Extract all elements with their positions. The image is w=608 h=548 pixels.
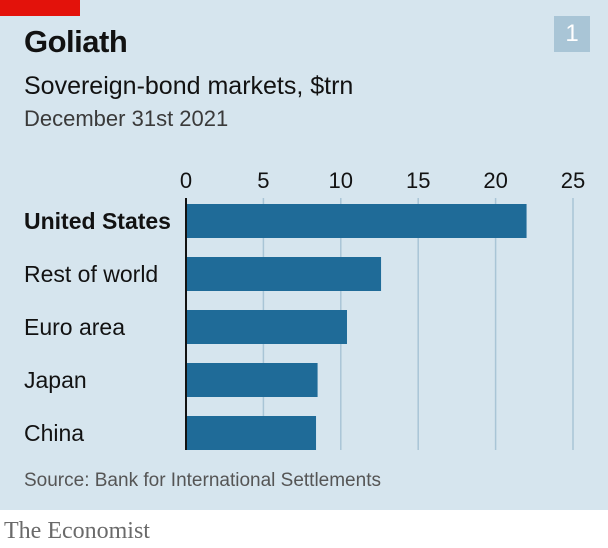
source-note: Source: Bank for International Settlemen… [24,470,381,491]
bar [186,310,347,344]
bar [186,416,317,450]
category-label: Rest of world [24,261,158,287]
category-label: China [24,420,84,446]
bar [186,257,382,291]
x-tick-label: 10 [329,168,353,193]
brand-tag [0,0,80,16]
x-tick-label: 5 [257,168,269,193]
x-tick-label: 20 [483,168,507,193]
x-tick-label: 25 [561,168,585,193]
bar-chart: 0 5 10 15 20 25 United States Rest of world Euro… [24,168,585,450]
chart-title: Goliath [24,24,128,59]
x-tick-label: 15 [406,168,430,193]
category-label: Euro area [24,314,125,340]
x-tick-label: 0 [180,168,192,193]
bar [186,204,527,238]
publisher-logo: The Economist [4,518,150,544]
bar [186,363,318,397]
category-label: United States [24,208,171,234]
category-label: Japan [24,367,87,393]
chart-number-badge: 1 [554,16,590,52]
chart-panel: 1 Goliath Sovereign-bond markets, $trn D… [0,0,608,510]
chart-subtitle: Sovereign-bond markets, $trn [24,72,354,100]
chart-date: December 31st 2021 [24,106,229,131]
